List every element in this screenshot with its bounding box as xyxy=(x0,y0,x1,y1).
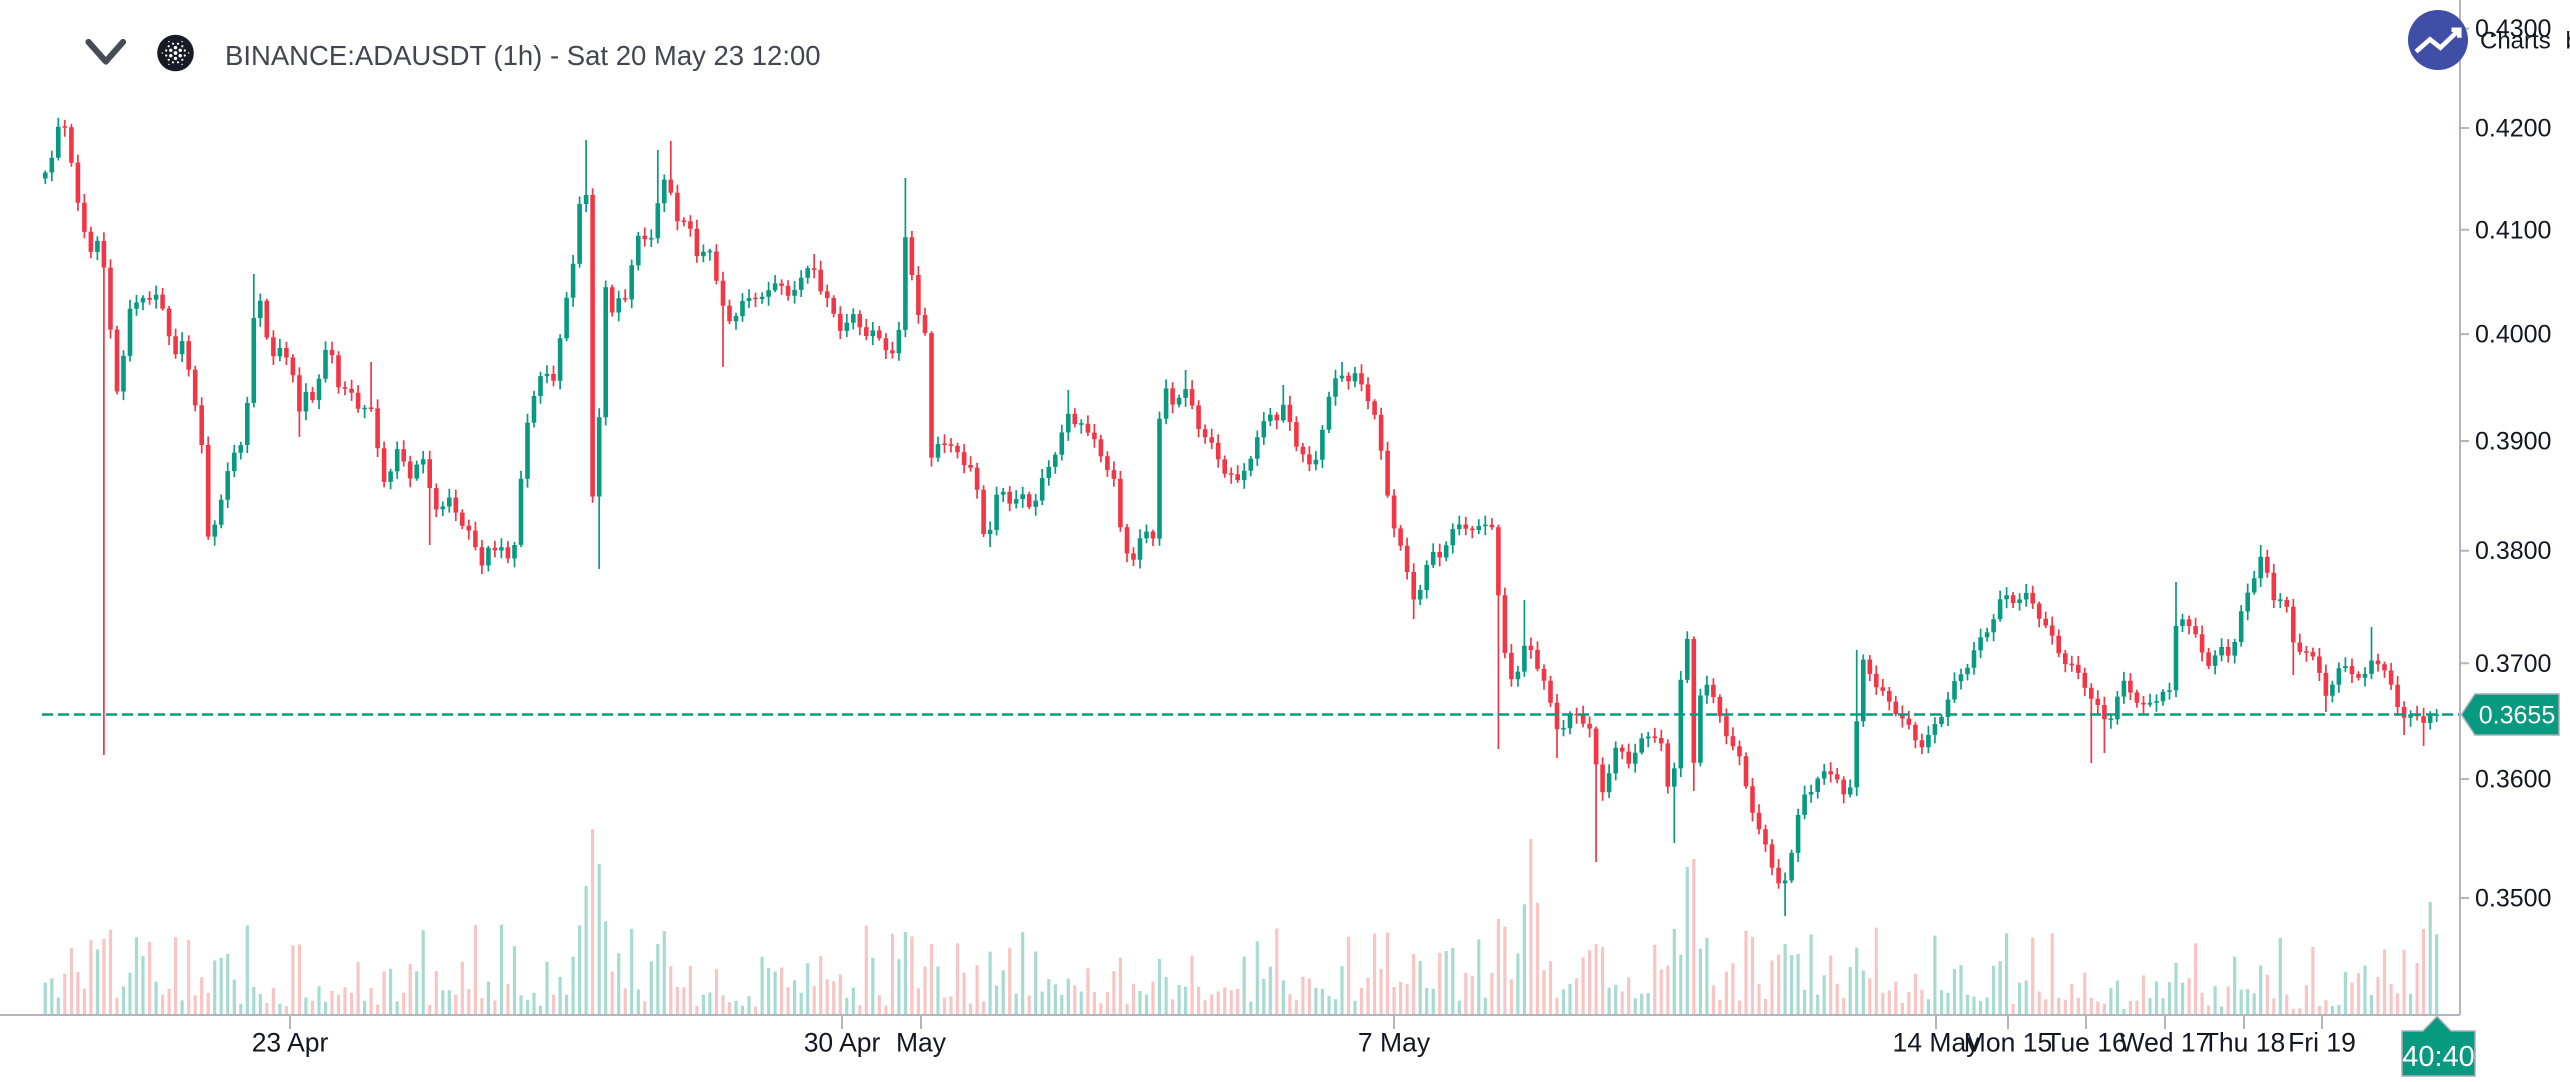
svg-text:0.3500: 0.3500 xyxy=(2475,885,2551,913)
svg-text:Tue 16: Tue 16 xyxy=(2045,1028,2127,1058)
svg-text:Mon 15: Mon 15 xyxy=(1964,1028,2052,1058)
svg-text:b: b xyxy=(2566,28,2570,55)
svg-text:0.4100: 0.4100 xyxy=(2475,216,2551,244)
svg-text:Wed 17: Wed 17 xyxy=(2120,1028,2211,1058)
svg-text:Charts: Charts xyxy=(2480,28,2551,55)
svg-text:30 Apr: 30 Apr xyxy=(804,1028,881,1058)
svg-text:0.3700: 0.3700 xyxy=(2475,650,2551,678)
svg-text:Thu 18: Thu 18 xyxy=(2203,1028,2286,1058)
svg-text:14 May: 14 May xyxy=(1893,1028,1981,1058)
svg-text:0.3800: 0.3800 xyxy=(2475,537,2551,565)
svg-text:Fri 19: Fri 19 xyxy=(2288,1028,2356,1058)
svg-text:0.4300: 0.4300 xyxy=(2475,15,2551,43)
svg-text:0.3655: 0.3655 xyxy=(2479,702,2555,730)
svg-text:May: May xyxy=(896,1028,947,1058)
svg-text:7 May: 7 May xyxy=(1358,1028,1431,1058)
svg-text:BINANCE:ADAUSDT (1h) - Sat 20: BINANCE:ADAUSDT (1h) - Sat 20 May 23 12:… xyxy=(225,40,821,71)
svg-text:0.4200: 0.4200 xyxy=(2475,115,2551,143)
svg-text:0.4000: 0.4000 xyxy=(2475,321,2551,349)
svg-text:23 Apr: 23 Apr xyxy=(252,1028,329,1058)
svg-text:0.3600: 0.3600 xyxy=(2475,766,2551,794)
svg-text:40:40: 40:40 xyxy=(2402,1041,2475,1073)
svg-text:0.3900: 0.3900 xyxy=(2475,428,2551,456)
